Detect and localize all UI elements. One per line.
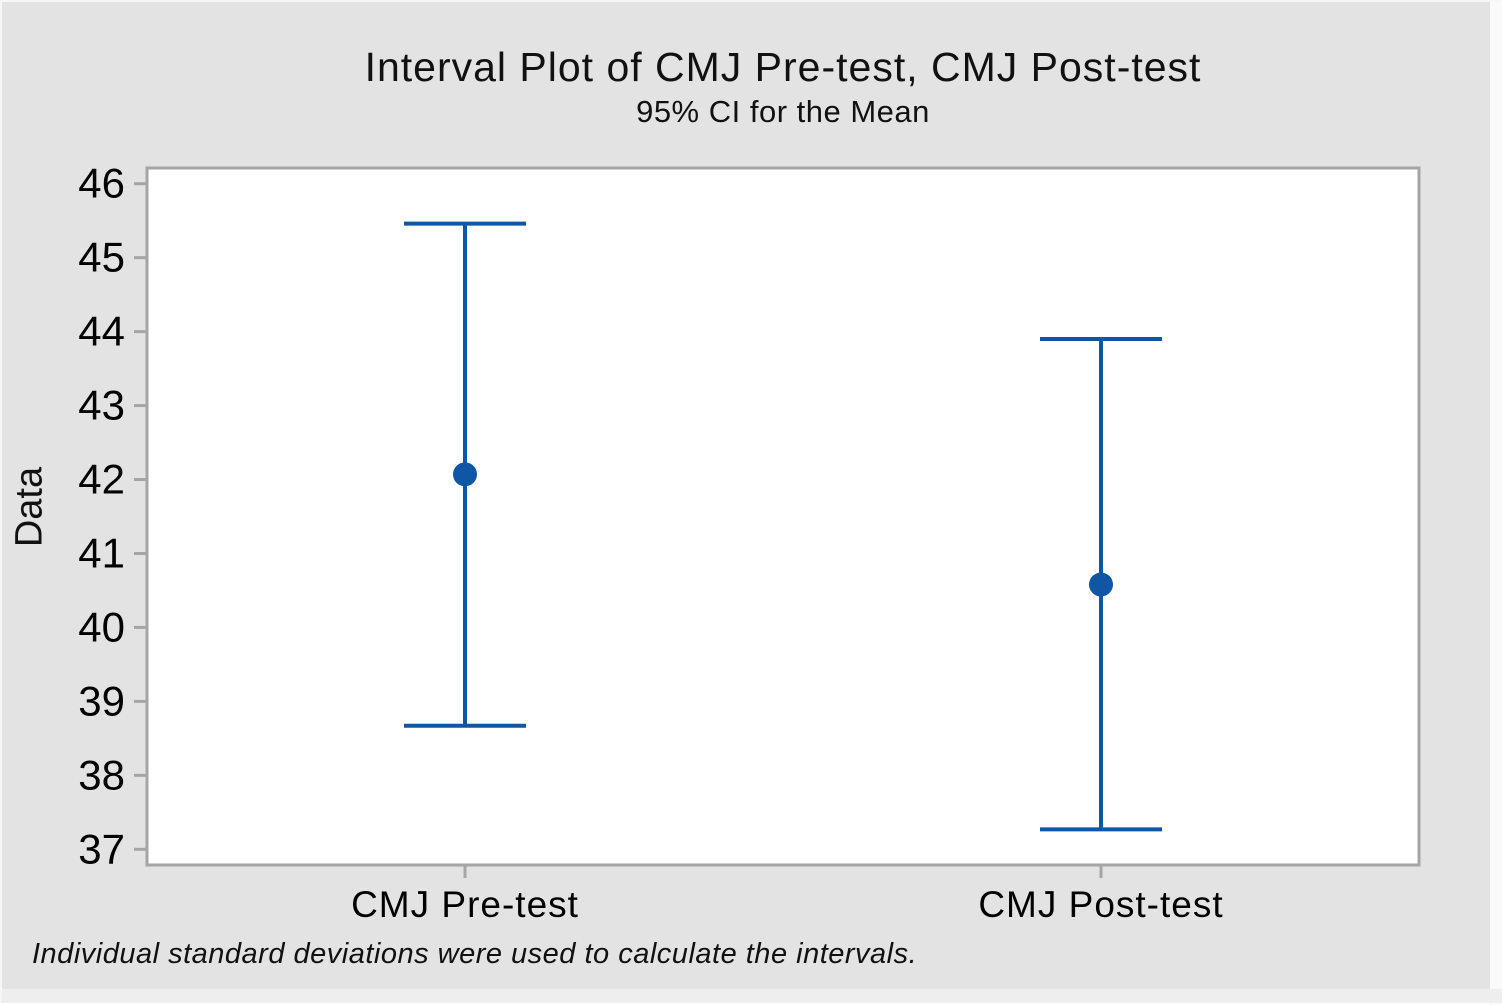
y-tick-label: 44: [78, 308, 125, 355]
chart-subtitle: 95% CI for the Mean: [636, 94, 930, 129]
window-edge-bottom: [2, 989, 1502, 1003]
x-category-label: CMJ Pre-test: [351, 884, 579, 925]
y-tick-label: 37: [78, 825, 125, 872]
mean-point: [453, 462, 477, 487]
plot-frame: [145, 166, 1421, 867]
y-tick-label: 43: [78, 382, 125, 429]
y-tick-label: 38: [78, 751, 125, 798]
y-tick-label: 40: [78, 603, 125, 650]
x-category-label: CMJ Post-test: [978, 884, 1223, 925]
window-edge-right: [1490, 2, 1502, 1005]
y-tick-label: 42: [78, 456, 125, 503]
y-tick-label: 45: [78, 234, 125, 281]
chart-footnote: Individual standard deviations were used…: [32, 938, 918, 970]
y-tick-label: 39: [78, 677, 125, 724]
mean-point: [1089, 572, 1113, 597]
chart-title: Interval Plot of CMJ Pre-test, CMJ Post-…: [364, 44, 1202, 90]
y-tick-label: 46: [78, 160, 125, 207]
y-tick-label: 41: [78, 529, 125, 576]
